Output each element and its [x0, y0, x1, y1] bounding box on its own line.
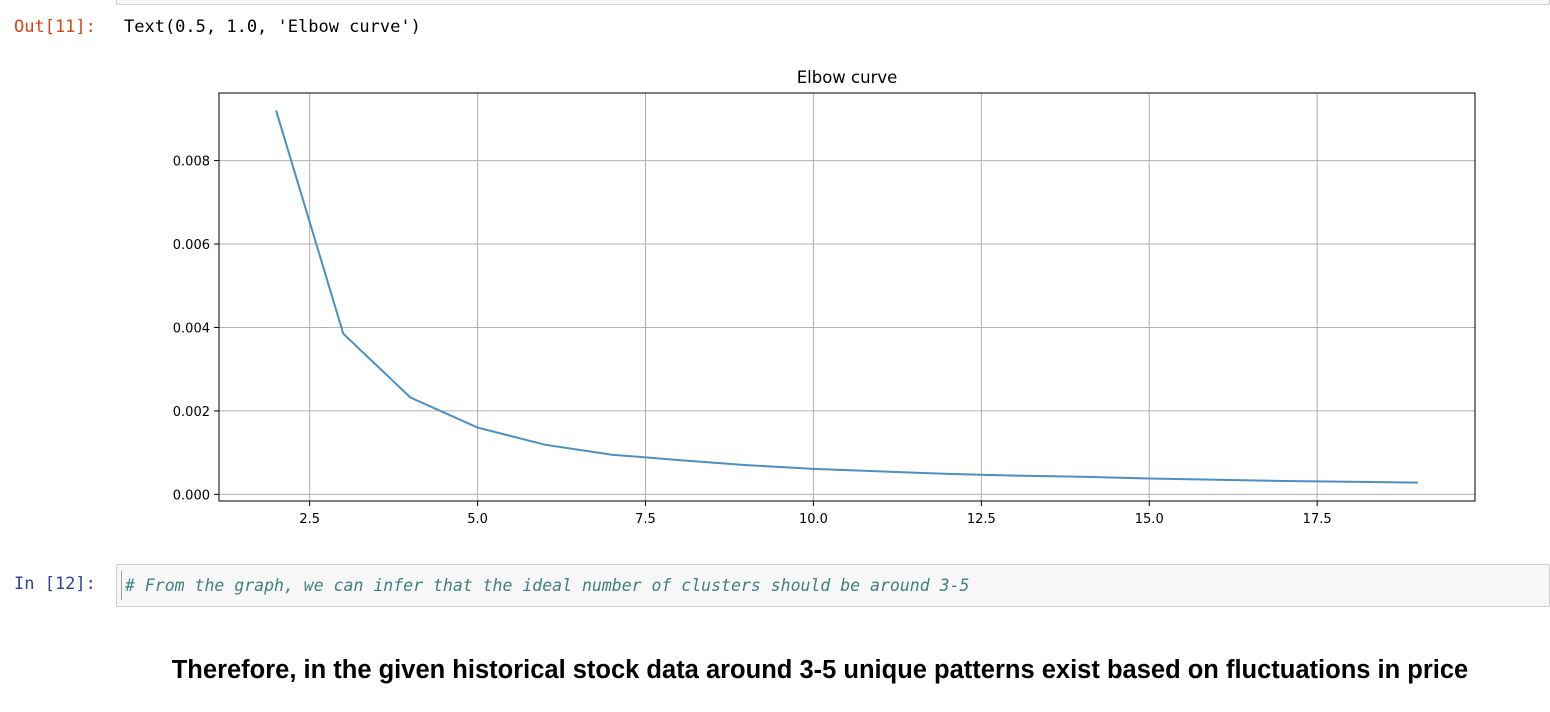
output-text: Text(0.5, 1.0, 'Elbow curve')	[124, 17, 421, 37]
input-prompt: In [12]:	[14, 574, 96, 594]
x-tick-label: 15.0	[1135, 512, 1164, 527]
elbow-series-line	[275, 110, 1418, 484]
code-comment: # From the graph, we can infer that the …	[125, 576, 970, 595]
chart-title: Elbow curve	[797, 68, 898, 87]
x-tick-label: 5.0	[467, 512, 488, 527]
x-tick-label: 12.5	[967, 512, 996, 527]
grid-lines	[219, 93, 1475, 501]
x-tick-label: 10.0	[799, 512, 828, 527]
code-cell-editor[interactable]: # From the graph, we can infer that the …	[116, 564, 1550, 607]
conclusion-text: Therefore, in the given historical stock…	[171, 656, 1469, 684]
y-tick-label: 0.000	[173, 488, 210, 503]
x-tick-label: 7.5	[635, 512, 656, 527]
y-tick-label: 0.004	[173, 321, 210, 336]
y-tick-label: 0.002	[173, 405, 210, 420]
x-tick-label: 17.5	[1303, 512, 1332, 527]
y-tick-label: 0.008	[173, 155, 210, 170]
plot-frame	[218, 92, 1476, 502]
y-tick-label: 0.006	[173, 238, 210, 253]
axis-ticks: 2.5 5.0 7.5 10.0 12.5 15.0 17.5 0.000 0.002 0.004…	[173, 155, 1332, 527]
cursor-guide	[121, 571, 122, 600]
plot-area	[219, 93, 1475, 501]
output-prompt: Out[11]:	[14, 17, 96, 37]
x-tick-label: 2.5	[299, 512, 320, 527]
